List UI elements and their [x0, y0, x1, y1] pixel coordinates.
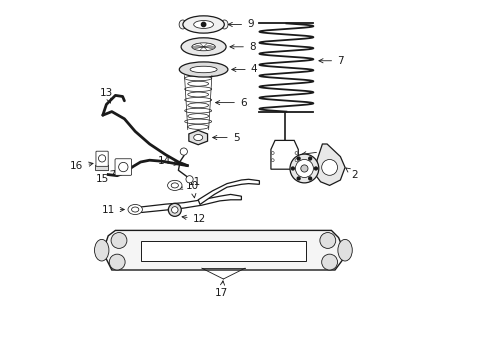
Ellipse shape — [181, 38, 226, 56]
Circle shape — [292, 167, 294, 170]
Ellipse shape — [179, 20, 186, 29]
Text: 15: 15 — [96, 170, 115, 184]
Circle shape — [172, 207, 178, 213]
FancyBboxPatch shape — [96, 151, 108, 166]
Circle shape — [297, 157, 300, 160]
Ellipse shape — [168, 180, 182, 190]
Circle shape — [295, 159, 298, 162]
Text: 5: 5 — [213, 132, 239, 143]
Text: 14: 14 — [157, 156, 178, 166]
Ellipse shape — [185, 119, 212, 124]
Text: 10: 10 — [186, 181, 199, 198]
Ellipse shape — [188, 81, 209, 86]
Circle shape — [98, 155, 106, 162]
Circle shape — [309, 177, 312, 180]
Circle shape — [321, 254, 338, 270]
Circle shape — [297, 177, 300, 180]
Ellipse shape — [221, 20, 228, 29]
Text: 6: 6 — [216, 98, 246, 108]
Circle shape — [315, 167, 318, 170]
Circle shape — [201, 22, 206, 27]
Polygon shape — [271, 140, 298, 169]
Text: 8: 8 — [230, 42, 255, 52]
Text: 12: 12 — [182, 214, 206, 224]
Polygon shape — [189, 130, 208, 145]
Ellipse shape — [185, 98, 212, 102]
Ellipse shape — [194, 21, 214, 28]
Circle shape — [186, 176, 193, 183]
Polygon shape — [198, 179, 259, 204]
Circle shape — [320, 233, 336, 248]
Ellipse shape — [190, 66, 217, 73]
Ellipse shape — [185, 76, 212, 81]
Circle shape — [309, 157, 312, 160]
Ellipse shape — [171, 183, 178, 188]
Ellipse shape — [188, 103, 209, 108]
Ellipse shape — [194, 135, 203, 141]
Ellipse shape — [179, 62, 228, 77]
Text: 4: 4 — [232, 64, 257, 75]
Ellipse shape — [128, 204, 143, 215]
Text: 2: 2 — [346, 168, 358, 180]
Ellipse shape — [188, 114, 209, 118]
Circle shape — [295, 159, 314, 177]
Text: 11: 11 — [101, 204, 124, 215]
Ellipse shape — [95, 239, 109, 261]
Circle shape — [180, 148, 187, 155]
FancyBboxPatch shape — [115, 159, 132, 175]
Ellipse shape — [132, 207, 139, 212]
Text: 17: 17 — [215, 281, 228, 298]
Text: 13: 13 — [100, 88, 113, 103]
FancyBboxPatch shape — [96, 165, 109, 171]
Text: 16: 16 — [70, 161, 93, 171]
Polygon shape — [315, 144, 345, 185]
Ellipse shape — [188, 92, 209, 97]
Circle shape — [290, 154, 319, 183]
Polygon shape — [132, 194, 242, 212]
Text: 11: 11 — [178, 177, 201, 189]
Ellipse shape — [188, 125, 209, 129]
Circle shape — [271, 159, 274, 162]
Text: 7: 7 — [319, 56, 343, 66]
Circle shape — [119, 162, 128, 172]
Circle shape — [301, 165, 308, 172]
Polygon shape — [141, 241, 306, 261]
Circle shape — [321, 159, 338, 175]
Ellipse shape — [185, 87, 212, 91]
Circle shape — [111, 233, 127, 248]
Circle shape — [109, 254, 125, 270]
Polygon shape — [103, 230, 346, 270]
Text: 1: 1 — [304, 156, 313, 179]
Text: 9: 9 — [228, 19, 254, 30]
Ellipse shape — [185, 108, 212, 113]
Ellipse shape — [338, 239, 352, 261]
Text: 3: 3 — [302, 146, 329, 156]
Circle shape — [271, 152, 274, 154]
Ellipse shape — [183, 16, 224, 33]
Circle shape — [295, 152, 298, 154]
Ellipse shape — [192, 43, 215, 51]
Circle shape — [169, 203, 181, 216]
